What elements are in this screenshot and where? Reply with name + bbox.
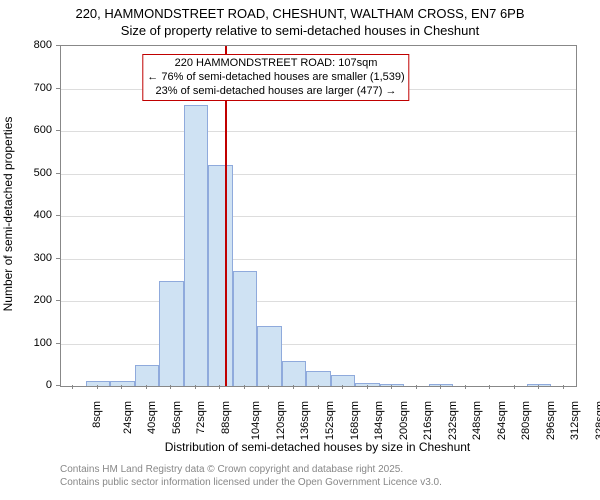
- x-tick-label: 232sqm: [447, 401, 459, 440]
- grid-line: [61, 344, 576, 345]
- histogram-bar: [282, 361, 307, 387]
- histogram-bar: [257, 326, 282, 386]
- x-tick-label: 248sqm: [471, 401, 483, 440]
- histogram-bar: [233, 271, 258, 386]
- grid-line: [61, 259, 576, 260]
- x-tick-label: 280sqm: [520, 401, 532, 440]
- x-tick-mark: [219, 385, 220, 389]
- x-tick-mark: [72, 385, 73, 389]
- title-line-2: Size of property relative to semi-detach…: [0, 23, 600, 40]
- x-tick-mark: [563, 385, 564, 389]
- x-tick-mark: [367, 385, 368, 389]
- y-axis-label: Number of semi-detached properties: [1, 114, 15, 314]
- x-tick-mark: [121, 385, 122, 389]
- x-tick-label: 88sqm: [220, 401, 232, 434]
- x-tick-mark: [342, 385, 343, 389]
- histogram-bar: [208, 165, 233, 386]
- x-tick-mark: [538, 385, 539, 389]
- x-tick-label: 8sqm: [91, 401, 103, 428]
- grid-line: [61, 131, 576, 132]
- x-tick-mark: [440, 385, 441, 389]
- grid-line: [61, 216, 576, 217]
- x-tick-mark: [391, 385, 392, 389]
- x-tick-label: 312sqm: [569, 401, 581, 440]
- chart-title: 220, HAMMONDSTREET ROAD, CHESHUNT, WALTH…: [0, 0, 600, 40]
- title-line-1: 220, HAMMONDSTREET ROAD, CHESHUNT, WALTH…: [0, 6, 600, 23]
- x-tick-label: 296sqm: [545, 401, 557, 440]
- annotation-line-2: ← 76% of semi-detached houses are smalle…: [147, 71, 404, 85]
- x-tick-label: 24sqm: [122, 401, 134, 434]
- histogram-bar: [159, 281, 184, 386]
- y-tick-label: 0: [22, 379, 52, 391]
- x-tick-mark: [416, 385, 417, 389]
- y-tick-label: 500: [22, 167, 52, 179]
- x-tick-label: 72sqm: [195, 401, 207, 434]
- x-tick-label: 152sqm: [324, 401, 336, 440]
- x-tick-label: 40sqm: [146, 401, 158, 434]
- y-tick-label: 600: [22, 124, 52, 136]
- annotation-line-3: 23% of semi-detached houses are larger (…: [147, 85, 404, 99]
- y-tick-label: 300: [22, 252, 52, 264]
- x-tick-label: 120sqm: [275, 401, 287, 440]
- x-tick-label: 56sqm: [171, 401, 183, 434]
- x-tick-mark: [489, 385, 490, 389]
- y-tick-label: 200: [22, 294, 52, 306]
- footer-line-2: Contains public sector information licen…: [60, 476, 442, 489]
- x-tick-mark: [244, 385, 245, 389]
- y-tick-label: 100: [22, 337, 52, 349]
- x-tick-mark: [97, 385, 98, 389]
- histogram-bar: [184, 105, 209, 386]
- histogram-bar: [306, 371, 331, 386]
- x-tick-mark: [465, 385, 466, 389]
- x-tick-label: 184sqm: [373, 401, 385, 440]
- y-tick-label: 400: [22, 209, 52, 221]
- chart-container: 220, HAMMONDSTREET ROAD, CHESHUNT, WALTH…: [0, 0, 600, 500]
- grid-line: [61, 301, 576, 302]
- histogram-bar: [110, 381, 135, 386]
- y-tick-label: 700: [22, 82, 52, 94]
- x-tick-label: 216sqm: [422, 401, 434, 440]
- y-tick-label: 800: [22, 39, 52, 51]
- x-tick-mark: [514, 385, 515, 389]
- x-tick-mark: [293, 385, 294, 389]
- x-tick-mark: [268, 385, 269, 389]
- x-tick-label: 168sqm: [349, 401, 361, 440]
- x-tick-label: 200sqm: [398, 401, 410, 440]
- histogram-bar: [135, 365, 160, 386]
- x-axis-label: Distribution of semi-detached houses by …: [60, 440, 575, 454]
- plot-area: 220 HAMMONDSTREET ROAD: 107sqm ← 76% of …: [60, 45, 577, 387]
- x-tick-label: 328sqm: [594, 401, 600, 440]
- annotation-line-1: 220 HAMMONDSTREET ROAD: 107sqm: [147, 57, 404, 71]
- x-tick-label: 104sqm: [251, 401, 263, 440]
- annotation-box: 220 HAMMONDSTREET ROAD: 107sqm ← 76% of …: [142, 54, 409, 101]
- x-tick-mark: [195, 385, 196, 389]
- x-tick-label: 264sqm: [496, 401, 508, 440]
- x-tick-mark: [146, 385, 147, 389]
- x-tick-mark: [318, 385, 319, 389]
- footer-attribution: Contains HM Land Registry data © Crown c…: [60, 463, 442, 489]
- footer-line-1: Contains HM Land Registry data © Crown c…: [60, 463, 442, 476]
- x-tick-label: 136sqm: [300, 401, 312, 440]
- grid-line: [61, 174, 576, 175]
- x-tick-mark: [170, 385, 171, 389]
